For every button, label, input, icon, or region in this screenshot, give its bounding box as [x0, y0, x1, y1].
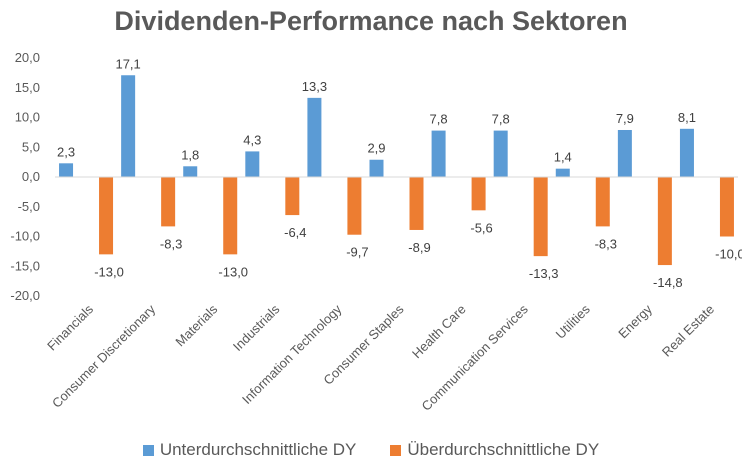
- data-label: 17,1: [115, 56, 140, 71]
- data-label: 8,1: [678, 110, 696, 125]
- chart-title: Dividenden-Performance nach Sektoren: [114, 6, 628, 36]
- legend-item: Überdurchschnittliche DY: [390, 440, 599, 460]
- bar-unterdurchschnittlich: [493, 130, 508, 177]
- category-label: Materials: [172, 301, 220, 349]
- legend-label: Unterdurchschnittliche DY: [159, 440, 357, 459]
- data-label: 4,3: [243, 132, 261, 147]
- data-label: -6,4: [284, 225, 306, 240]
- category-label: Health Care: [409, 302, 469, 362]
- bar-unterdurchschnittlich: [369, 159, 384, 177]
- bar-ueberdurchschnittlich: [719, 177, 734, 237]
- data-label: -10,0: [715, 247, 742, 262]
- category-label: Utilities: [553, 301, 594, 342]
- data-label: 13,3: [302, 79, 327, 94]
- bar-ueberdurchschnittlich: [161, 177, 176, 227]
- data-label: -9,7: [346, 245, 368, 260]
- bar-unterdurchschnittlich: [183, 166, 198, 177]
- y-tick-label: 0,0: [22, 169, 40, 184]
- bar-ueberdurchschnittlich: [223, 177, 238, 255]
- y-tick-label: 15,0: [15, 80, 40, 95]
- data-label: -8,9: [408, 240, 430, 255]
- y-tick-label: 5,0: [22, 139, 40, 154]
- data-label: -13,0: [94, 264, 124, 279]
- data-label: -8,3: [160, 236, 182, 251]
- bar-chart: 20,0 15,0 10,0 5,0 0,0 -5,0 -10,0 -15,0 -20,0 2,…: [10, 50, 742, 414]
- y-tick-label: -20,0: [10, 288, 40, 303]
- bar-ueberdurchschnittlich: [285, 177, 300, 216]
- legend-swatch: [142, 444, 154, 456]
- category-label: Consumer Discretionary: [49, 301, 159, 411]
- y-tick-label: 20,0: [15, 50, 40, 65]
- data-label: -8,3: [595, 236, 617, 251]
- category-label: Real Estate: [659, 302, 717, 360]
- data-label: 7,8: [430, 112, 448, 127]
- bar-ueberdurchschnittlich: [99, 177, 114, 255]
- data-label: -5,6: [470, 220, 492, 235]
- data-label: 2,3: [57, 144, 75, 159]
- legend: Unterdurchschnittliche DY Überdurchschnit…: [0, 440, 742, 460]
- bar-ueberdurchschnittlich: [347, 177, 362, 235]
- bar-unterdurchschnittlich: [59, 163, 74, 177]
- category-label: Communication Services: [419, 301, 532, 414]
- category-label: Energy: [615, 301, 655, 341]
- bar-unterdurchschnittlich: [121, 75, 136, 177]
- data-label: 1,8: [181, 147, 199, 162]
- data-label: 7,8: [492, 112, 510, 127]
- data-label: -13,0: [218, 264, 248, 279]
- legend-swatch: [390, 444, 402, 456]
- data-label: 1,4: [554, 150, 572, 165]
- bar-unterdurchschnittlich: [307, 97, 322, 177]
- y-tick-label: -5,0: [18, 199, 40, 214]
- bar-unterdurchschnittlich: [679, 128, 694, 177]
- bar-unterdurchschnittlich: [431, 130, 446, 177]
- bars: [59, 75, 734, 266]
- legend-label: Überdurchschnittliche DY: [407, 440, 600, 459]
- bar-unterdurchschnittlich: [555, 168, 570, 177]
- bar-ueberdurchschnittlich: [533, 177, 548, 257]
- bar-unterdurchschnittlich: [617, 129, 632, 177]
- y-tick-label: 10,0: [15, 110, 40, 125]
- category-label: Financials: [44, 301, 96, 353]
- bar-ueberdurchschnittlich: [657, 177, 672, 266]
- y-tick-label: -15,0: [10, 258, 40, 273]
- data-label: -14,8: [653, 275, 683, 290]
- data-label: -13,3: [529, 266, 559, 281]
- legend-item: Unterdurchschnittliche DY: [142, 440, 357, 460]
- bar-ueberdurchschnittlich: [471, 177, 486, 211]
- data-label: 2,9: [367, 141, 385, 156]
- data-label: 7,9: [616, 111, 634, 126]
- bar-unterdurchschnittlich: [245, 151, 260, 177]
- bar-ueberdurchschnittlich: [409, 177, 424, 230]
- data-labels: 2,3 -13,0 17,1 -8,3 1,8 -13,0 4,3 -6,4 13,3 -9,7 2…: [57, 56, 742, 290]
- category-label: Industrials: [230, 301, 283, 354]
- bar-ueberdurchschnittlich: [595, 177, 610, 227]
- y-tick-label: -10,0: [10, 229, 40, 244]
- y-axis: 20,0 15,0 10,0 5,0 0,0 -5,0 -10,0 -15,0 -20,0: [10, 50, 40, 303]
